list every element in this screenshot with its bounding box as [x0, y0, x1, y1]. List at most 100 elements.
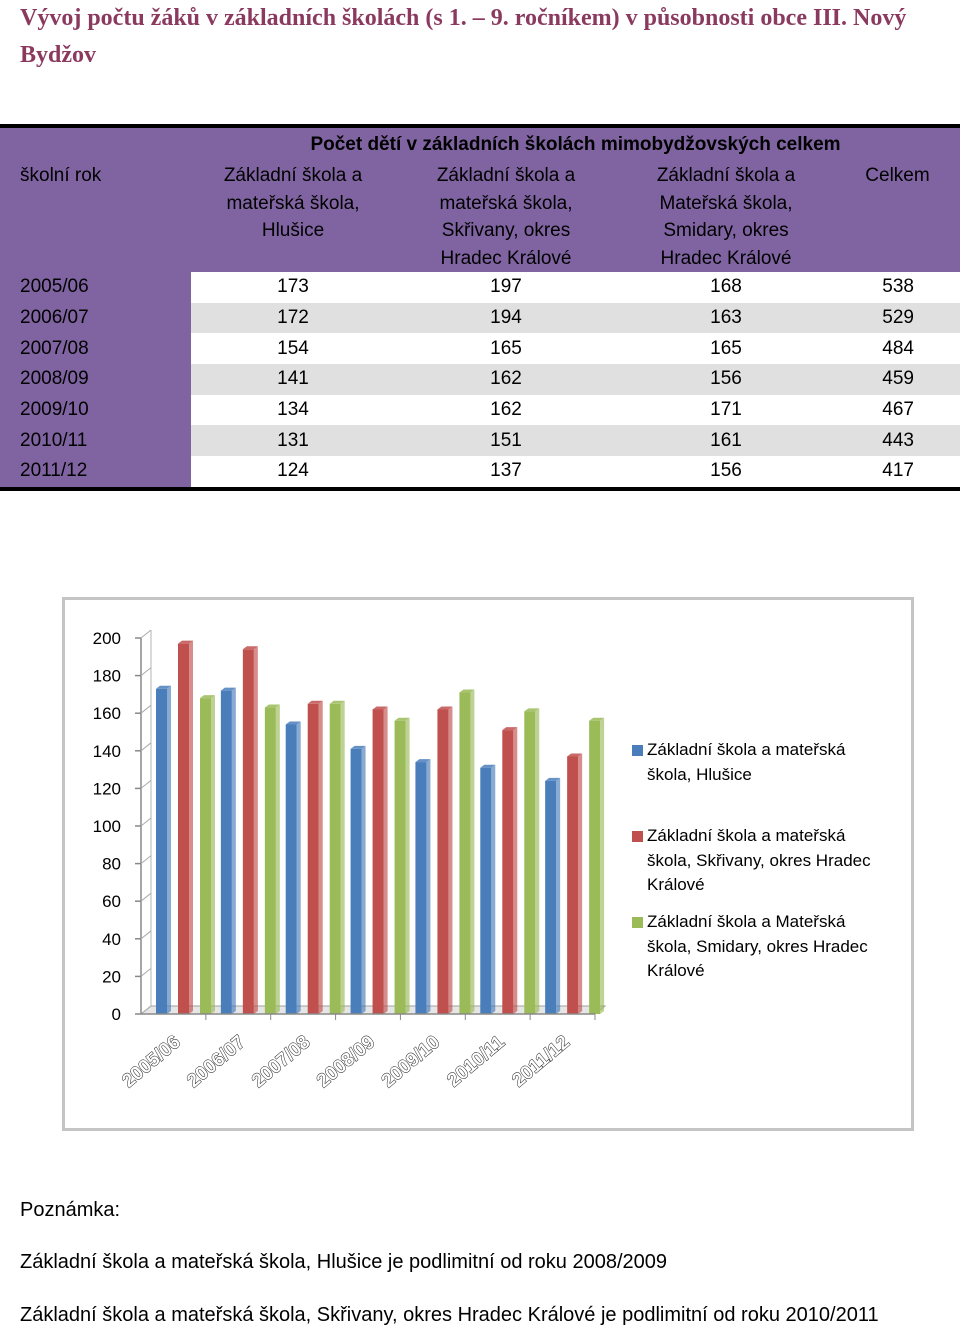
table-row: 2011/12 124 137 156 417	[0, 456, 960, 491]
cell-value: 171	[710, 399, 742, 421]
row-year: 2005/06	[0, 272, 191, 303]
legend-label: škola, Skřivany, okres Hradec	[647, 850, 871, 870]
cell-total: 467	[882, 399, 914, 421]
cell-value: 168	[710, 276, 742, 298]
y-tick-depth	[140, 855, 152, 864]
cell-value: 124	[191, 456, 395, 491]
cell-total: 484	[882, 337, 914, 359]
column-header-line: mateřská škola,	[439, 192, 573, 214]
bar	[329, 703, 341, 1014]
y-tick-label: 0	[112, 1005, 121, 1024]
cell-value: 162	[490, 399, 522, 421]
bar-top	[242, 646, 258, 650]
bar	[242, 649, 254, 1014]
bar	[545, 780, 557, 1014]
row-year: 2011/12	[0, 456, 191, 491]
cell-value: 137	[395, 456, 617, 491]
x-tick-label: 2011/12	[508, 1032, 573, 1092]
y-tick-label: 160	[93, 704, 121, 723]
table-corner	[0, 124, 191, 162]
cell-value: 197	[490, 276, 522, 298]
bar-chart: 0 20 40 60 80 100 120 140 160 180 200 2005/062006/0…	[93, 629, 607, 1092]
column-header-line: Mateřská škola,	[659, 192, 793, 214]
y-tick-depth	[140, 817, 152, 827]
bar-side	[513, 727, 518, 1014]
bar-side	[448, 706, 453, 1014]
cell-value: 154	[277, 337, 309, 359]
bar	[589, 720, 601, 1014]
bar-top	[372, 706, 388, 710]
bar-top	[178, 640, 193, 644]
bar-side	[318, 700, 323, 1014]
bar-top	[307, 700, 323, 704]
y-tick-label: 60	[102, 892, 121, 911]
column-header-line: Základní škola a	[656, 165, 796, 186]
y-tick-depth	[140, 892, 152, 902]
bar	[285, 724, 297, 1014]
cell-total: 538	[882, 276, 914, 298]
bar-side	[211, 695, 215, 1014]
x-tick-label: 2006/07	[183, 1032, 249, 1092]
x-tick-label: 2009/10	[378, 1032, 444, 1092]
table-row: 2008/09 141 162 156 459	[0, 364, 960, 395]
legend-label: Základní škola a mateřská	[647, 826, 846, 845]
bar-side	[253, 646, 258, 1014]
table-row: 2009/10 134 162 171 467	[0, 394, 960, 426]
bar-side	[600, 717, 605, 1014]
bar	[437, 709, 449, 1014]
column-header-line: Smidary, okres	[663, 220, 789, 241]
legend-item: Základní škola a mateřská škola, Hlušice	[632, 738, 846, 787]
table-row: 2006/07 172 194 163 529	[0, 302, 960, 334]
row-year: 2006/07	[0, 302, 191, 334]
cell-value: 162	[395, 364, 617, 395]
cell-total: 417	[835, 456, 960, 491]
bar-side	[275, 704, 280, 1014]
column-header: Celkem	[835, 162, 960, 272]
y-tick-depth	[140, 742, 152, 752]
bar-side	[189, 640, 193, 1014]
cell-value: 131	[191, 425, 395, 457]
bar	[220, 690, 232, 1014]
bar	[307, 703, 319, 1014]
bar	[178, 643, 189, 1014]
bar-top	[589, 717, 605, 721]
y-tick-depth	[140, 780, 152, 789]
legend-item: Základní škola a Mateřská škola, Smidary,…	[632, 910, 868, 984]
bar-side	[578, 753, 583, 1014]
y-tick-depth	[140, 704, 152, 714]
column-header-line: Hradec Králové	[660, 247, 792, 269]
bar-top	[480, 764, 496, 768]
bar-top	[524, 708, 540, 712]
cell-value: 173	[277, 276, 309, 298]
legend-label: Králové	[647, 961, 705, 980]
page-title: Vývoj počtu žáků v základních školách (s…	[20, 5, 907, 68]
bar-top	[502, 727, 518, 731]
column-header-line: Hradec Králové	[440, 247, 572, 269]
bar-top	[220, 687, 236, 691]
y-tick-depth	[140, 968, 152, 977]
legend-label: Králové	[647, 875, 705, 894]
bar	[459, 692, 471, 1014]
y-tick-label: 180	[93, 667, 121, 686]
bar-top	[285, 721, 301, 725]
cell-value: 172	[191, 302, 395, 334]
row-year: 2010/11	[0, 425, 191, 457]
cell-total: 443	[835, 425, 960, 457]
legend-swatch	[632, 917, 643, 928]
bar-top	[156, 685, 171, 689]
legend-label: Základní škola a Mateřská	[647, 912, 846, 931]
bar-top	[264, 704, 280, 708]
legend-label: škola, Smidary, okres Hradec	[647, 936, 868, 956]
x-tick-label: 2010/11	[444, 1031, 510, 1091]
bar-side	[426, 759, 431, 1014]
bar	[200, 698, 211, 1014]
y-tick-label: 100	[93, 817, 121, 836]
bar-top	[394, 717, 410, 721]
legend-label: Základní škola a mateřská	[647, 740, 846, 759]
bar-top	[437, 706, 453, 710]
bar-top	[567, 753, 583, 757]
cell-value: 163	[617, 302, 835, 334]
y-tick-label: 120	[93, 779, 121, 798]
bar-side	[296, 721, 301, 1014]
y-tick-label: 140	[93, 742, 121, 761]
